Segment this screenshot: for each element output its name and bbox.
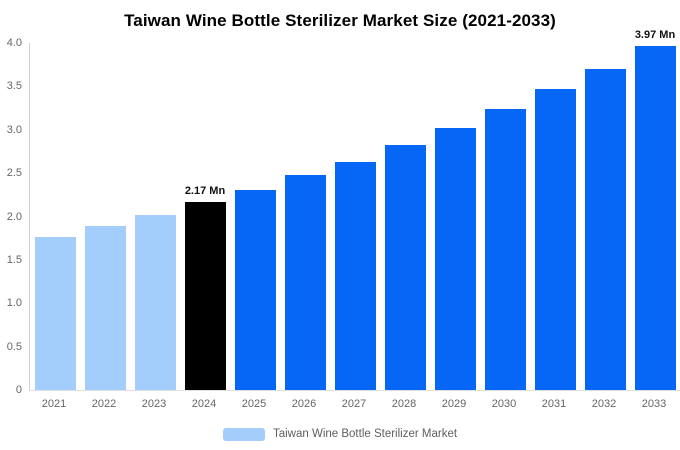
x-axis-label: 2028 — [391, 398, 417, 410]
bar-2033 — [634, 45, 676, 390]
plot-area: 2.17 Mn 3.97 Mn — [29, 29, 680, 391]
bar-slot — [430, 43, 480, 390]
x-axis-label: 2026 — [291, 398, 317, 410]
bar-slot — [130, 43, 180, 390]
bar-value-label: 2.17 Mn — [184, 184, 226, 197]
x-axis-labels: 2021 2022 2023 2024 2025 2026 2027 2028 2029 2030… — [29, 398, 679, 410]
bar-2028 — [384, 145, 426, 390]
bar-2029 — [434, 128, 476, 390]
y-tick-label: 3.0 — [6, 123, 22, 136]
y-tick-label: 1.0 — [6, 297, 22, 310]
y-axis-tick-labels: 0 0.5 1.0 1.5 2.0 2.5 3.0 3.5 4.0 — [0, 37, 24, 396]
y-tick-label: 0.5 — [6, 340, 22, 353]
bar-slot — [480, 43, 530, 390]
bar-2025 — [234, 189, 276, 390]
bar-2024 — [184, 201, 226, 390]
bar-slot — [80, 43, 130, 390]
bar-2021 — [34, 237, 76, 390]
y-tick-label: 2.0 — [6, 210, 22, 223]
bars-area: 2.17 Mn 3.97 Mn — [30, 29, 680, 390]
bar-slot: 3.97 Mn — [630, 29, 680, 390]
bar-slot — [330, 43, 380, 390]
x-axis-label: 2025 — [241, 398, 267, 410]
x-axis-label: 2023 — [141, 398, 167, 410]
x-axis-label: 2024 — [191, 398, 217, 410]
bar-slot — [230, 43, 280, 390]
legend: Taiwan Wine Bottle Sterilizer Market — [0, 426, 680, 442]
legend-label: Taiwan Wine Bottle Sterilizer Market — [272, 428, 458, 440]
bar-slot — [380, 43, 430, 390]
x-axis-label: 2029 — [441, 398, 467, 410]
x-axis-label: 2021 — [41, 398, 67, 410]
y-tick-label: 4.0 — [6, 37, 22, 49]
bar-value-label: 3.97 Mn — [634, 28, 676, 41]
x-axis-label: 2031 — [541, 398, 567, 410]
bar-2027 — [334, 161, 376, 390]
x-axis-label: 2027 — [341, 398, 367, 410]
y-tick-label: 2.5 — [6, 167, 22, 180]
bar-slot — [580, 43, 630, 390]
bar-slot — [530, 43, 580, 390]
bar-2031 — [534, 88, 576, 390]
bar-2032 — [584, 69, 626, 390]
x-axis-label: 2030 — [491, 398, 517, 410]
bar-2030 — [484, 108, 526, 390]
x-axis-label: 2033 — [641, 398, 667, 410]
bar-2026 — [284, 174, 326, 390]
legend-swatch — [222, 427, 265, 441]
y-tick-label: 1.5 — [6, 253, 22, 266]
bar-slot: 2.17 Mn — [180, 43, 230, 390]
bar-slot — [30, 43, 80, 390]
y-tick-label: 3.5 — [6, 80, 22, 93]
x-axis-label: 2032 — [591, 398, 617, 410]
bar-2023 — [134, 214, 176, 390]
chart-title: Taiwan Wine Bottle Sterilizer Market Siz… — [124, 11, 556, 30]
bar-2022 — [84, 226, 126, 390]
bar-slot — [280, 43, 330, 390]
x-axis-label: 2022 — [91, 398, 117, 410]
y-tick-label: 0 — [15, 384, 22, 396]
